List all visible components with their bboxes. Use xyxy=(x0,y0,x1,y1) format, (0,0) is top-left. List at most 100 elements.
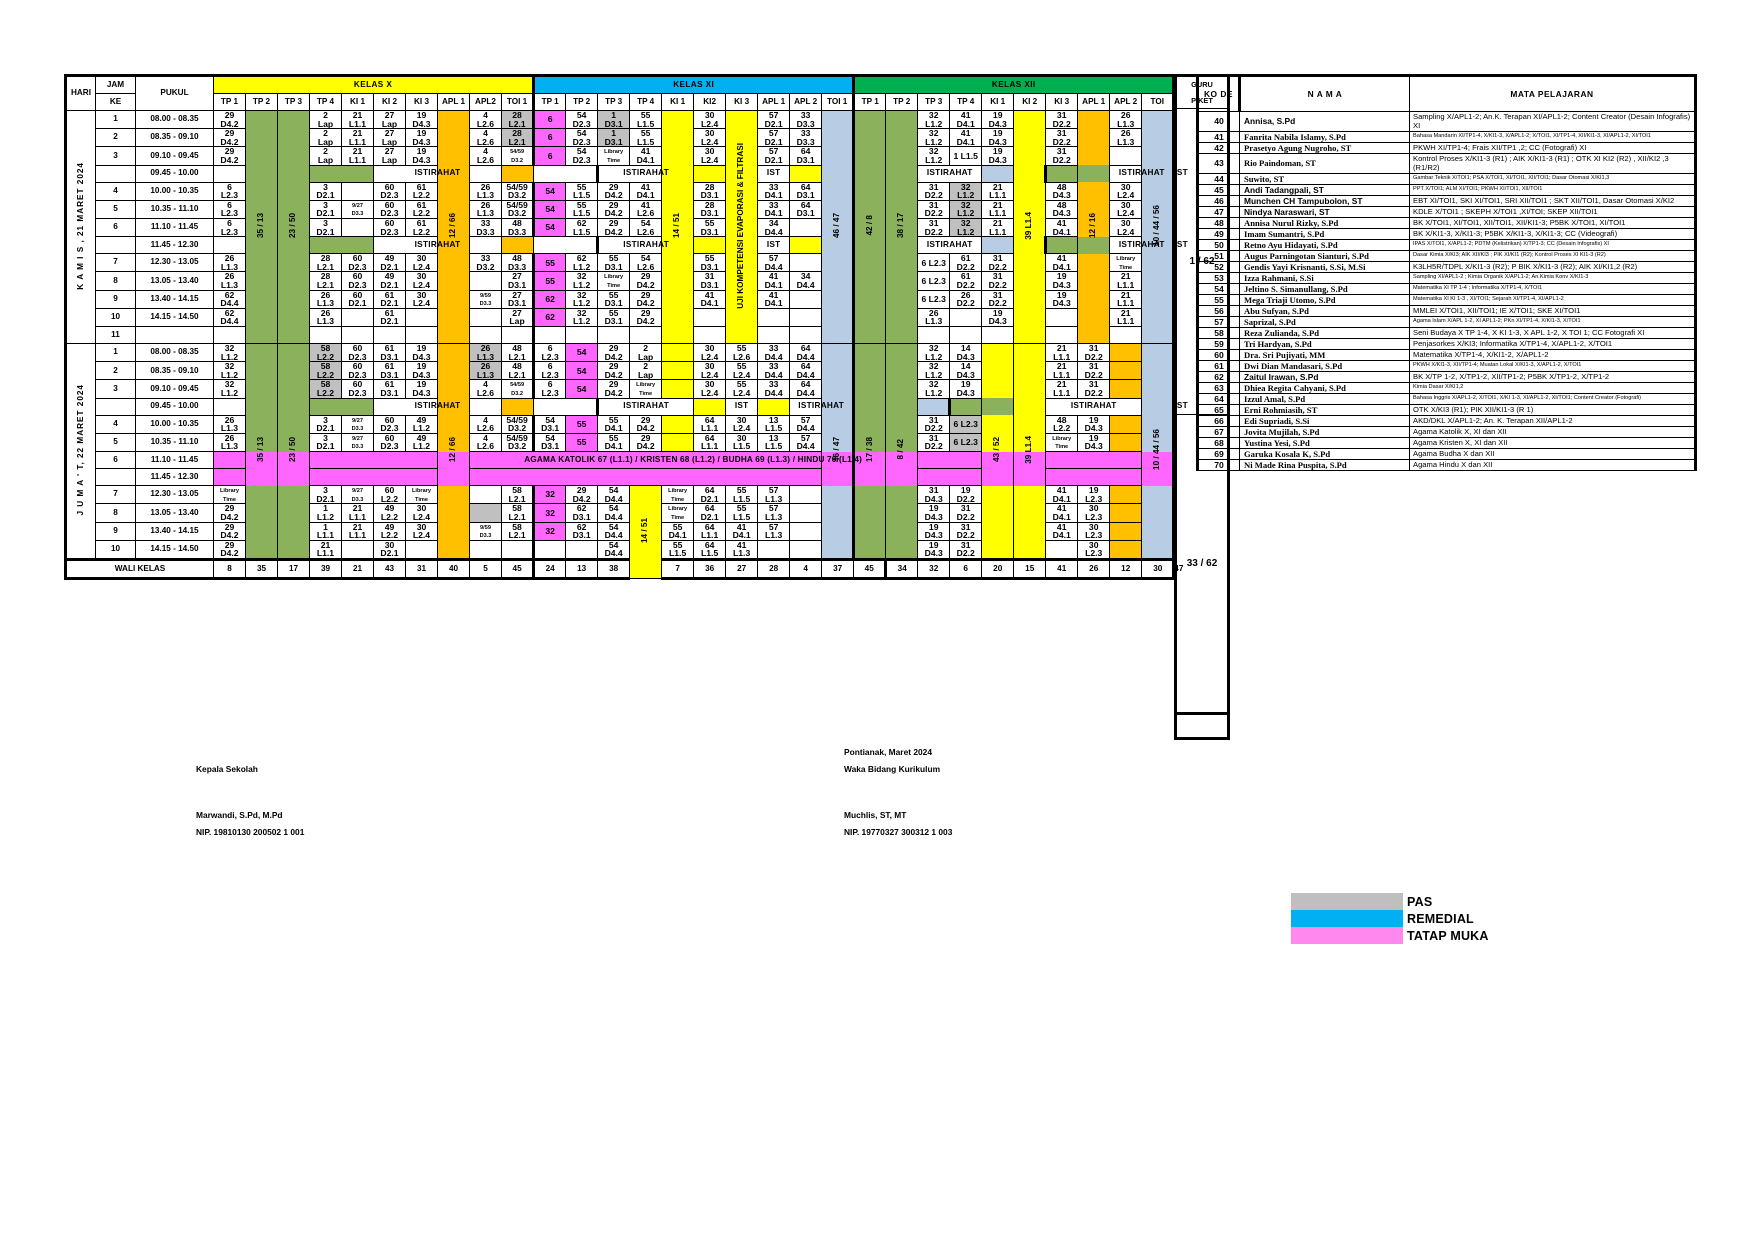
teacher-mapel: KDLE X/TOI1 ; SKEPH X/TOI1 ,XI/TOI; SKEP… xyxy=(1409,205,1697,218)
slot: 62 D4.4 xyxy=(213,289,246,309)
slot: 54/59 D3.2 xyxy=(500,181,535,201)
col-xii-tp3: TP 3 xyxy=(917,93,951,111)
pukul-value: 14.15 - 14.50 xyxy=(135,307,214,328)
vertical-label-col27: 12 / 16 xyxy=(1077,109,1111,345)
slot: 19 D4.3 xyxy=(405,379,438,399)
teacher-row: 64 Izzul Amal, S.Pd Bahasa Inggris X/APL1-… xyxy=(1196,392,1697,405)
place-date: Pontianak, Maret 2024 xyxy=(844,747,932,757)
schedule-row: 11 xyxy=(66,326,1174,345)
slot: 4 L2.6 xyxy=(469,414,502,434)
slot: 60 D2.3 xyxy=(373,414,406,434)
legend-swatch xyxy=(1291,927,1403,944)
slot xyxy=(789,485,823,505)
slot: 19 D4.3 xyxy=(981,307,1015,328)
slot: 31 D2.2 xyxy=(917,181,951,201)
col-jam-ke: KE xyxy=(95,93,136,111)
slot: 30 L2.3 xyxy=(1077,539,1111,560)
wali-kelas-value: 36 xyxy=(693,557,727,580)
slot: 41 D4.1 xyxy=(1045,503,1079,523)
slot: 30 L2.4 xyxy=(405,521,438,541)
slot: 29 D4.2 xyxy=(597,181,631,201)
wali-kelas-value: 17 xyxy=(277,557,310,580)
pukul-value: 09.10 - 09.45 xyxy=(135,146,214,166)
teacher-list-table: KO DE N A M A MATA PELAJARAN 40 Annisa, S… xyxy=(1196,74,1697,471)
slot: 31 D2.2 xyxy=(917,414,951,434)
pukul-value: 13.05 - 13.40 xyxy=(135,271,214,291)
slot: 30 L2.4 xyxy=(1109,217,1143,238)
empty-slot xyxy=(1109,343,1143,363)
teacher-name: Yustina Yesi, S.Pd xyxy=(1239,436,1410,449)
slot: 33 D4.4 xyxy=(757,361,791,381)
slot: 3 D2.1 xyxy=(309,414,342,434)
slot: 49 L1.2 xyxy=(405,432,438,453)
jam-ke: 8 xyxy=(95,271,136,291)
jam-ke xyxy=(95,468,136,487)
slot: 21 L1.1 xyxy=(341,521,374,541)
slot: 21 L1.1 xyxy=(341,146,374,166)
teacher-row: 45 Andi Tadangpali, ST PPT X/TOI1; ALM XI/… xyxy=(1196,183,1697,196)
teacher-mapel: MMLEI X/TOI1, XII/TOI1; IE X/TOI1; SKE X… xyxy=(1409,304,1697,317)
legend-row: TATAP MUKA xyxy=(1291,927,1496,944)
pukul-value: 11.45 - 12.30 xyxy=(135,236,214,255)
teacher-mapel: Kimia Dasar X/KI1,2 xyxy=(1409,381,1697,394)
wali-kelas-value: 28 xyxy=(757,557,791,580)
slot: 32 L1.2 xyxy=(917,361,951,381)
jam-ke: 1 xyxy=(95,109,136,130)
slot xyxy=(1045,326,1079,345)
wali-kelas-row: WALI KELAS 8 35 17 39 21 43 31 40 5 45 24 13 38 7 36 27 2… xyxy=(64,557,1183,580)
teacher-name: Munchen CH Tampubolon, ST xyxy=(1239,194,1410,207)
slot: 2 Lap xyxy=(629,361,663,381)
slot: 6 xyxy=(532,146,567,166)
slot: 30 L2.4 xyxy=(405,289,438,309)
slot xyxy=(500,326,535,345)
teacher-row: 48 Annisa Nurul Rizky, S.Pd BK X/TOI1, XI/… xyxy=(1196,216,1697,229)
teacher-name: Saprizal, S.Pd xyxy=(1239,315,1410,328)
group-kelas-xi: KELAS XI xyxy=(532,74,855,94)
teacher-mapel: PKWH XI/TP1-4; Frais XII/TP1 ,2; CC (Fot… xyxy=(1409,141,1697,154)
vertical-label-col16: UJI KOMPETENSI EVAPORASI & FILTRASI xyxy=(725,109,759,345)
vertical-label-col25: 39 L1.4 xyxy=(1013,109,1047,345)
slot: 55 L1.5 xyxy=(725,503,759,523)
slot: 41 D4.1 xyxy=(629,181,663,201)
wali-kelas-value: 41 xyxy=(1045,557,1079,580)
slot: 29 D4.2 xyxy=(629,271,663,291)
teacher-row: 52 Gendis Yayi Krisnanti, S.Si, M.Si K3LH5… xyxy=(1196,260,1697,273)
empty-slot xyxy=(1109,521,1143,541)
slot xyxy=(789,289,823,309)
slot xyxy=(981,326,1015,345)
slot: 41 L2.6 xyxy=(629,199,663,220)
slot: Library Time xyxy=(1045,432,1079,453)
schedule-row: 7 12.30 - 13.05 Library Time 3 D2.1 9/27 D3.3 60… xyxy=(66,485,1174,579)
slot: 55 xyxy=(532,271,567,291)
teacher-name: Abu Sufyan, S.Pd xyxy=(1239,304,1410,317)
slot: 19 D4.3 xyxy=(1077,432,1111,453)
slot: 19 D4.3 xyxy=(1077,414,1111,434)
pukul-value: 10.35 - 11.10 xyxy=(135,432,214,453)
slot: 33 D3.3 xyxy=(469,217,502,238)
legend-label: PAS xyxy=(1407,894,1433,909)
slot xyxy=(341,539,374,560)
teacher-row: 56 Abu Sufyan, S.Pd MMLEI X/TOI1, XII/TOI1… xyxy=(1196,304,1697,317)
vert-filler xyxy=(693,236,727,255)
slot: Library Time xyxy=(1109,253,1143,273)
jam-ke: 10 xyxy=(95,307,136,328)
slot: 55 xyxy=(532,253,567,273)
group-kelas-x: KELAS X xyxy=(212,74,535,94)
teacher-row: 68 Yustina Yesi, S.Pd Agama Kristen X, XI … xyxy=(1196,436,1697,449)
slot: 49 L2.2 xyxy=(373,503,406,523)
slot: 21 L1.1 xyxy=(1045,343,1079,363)
wali-kelas-value: 39 xyxy=(309,557,342,580)
slot: 54 D4.4 xyxy=(597,521,631,541)
slot: 54 D3.1 xyxy=(532,432,567,453)
slot: 49 L2.2 xyxy=(373,521,406,541)
jam-ke xyxy=(95,236,136,255)
pukul-value: 09.45 - 10.00 xyxy=(135,397,214,416)
slot: 62 D4.4 xyxy=(213,307,246,328)
slot: 6 L2.3 xyxy=(917,253,951,273)
pukul-value: 10.00 - 10.35 xyxy=(135,181,214,201)
schedule-row: 11.45 - 12.30 xyxy=(66,468,1176,487)
slot: 48 D3.3 xyxy=(500,253,535,273)
teacher-row: 49 Imam Sumantri, S.Pd BK X/KI1-3, X/KI1-3… xyxy=(1196,227,1697,240)
slot: 64 D4.4 xyxy=(789,379,823,399)
empty-slot xyxy=(1109,361,1143,381)
